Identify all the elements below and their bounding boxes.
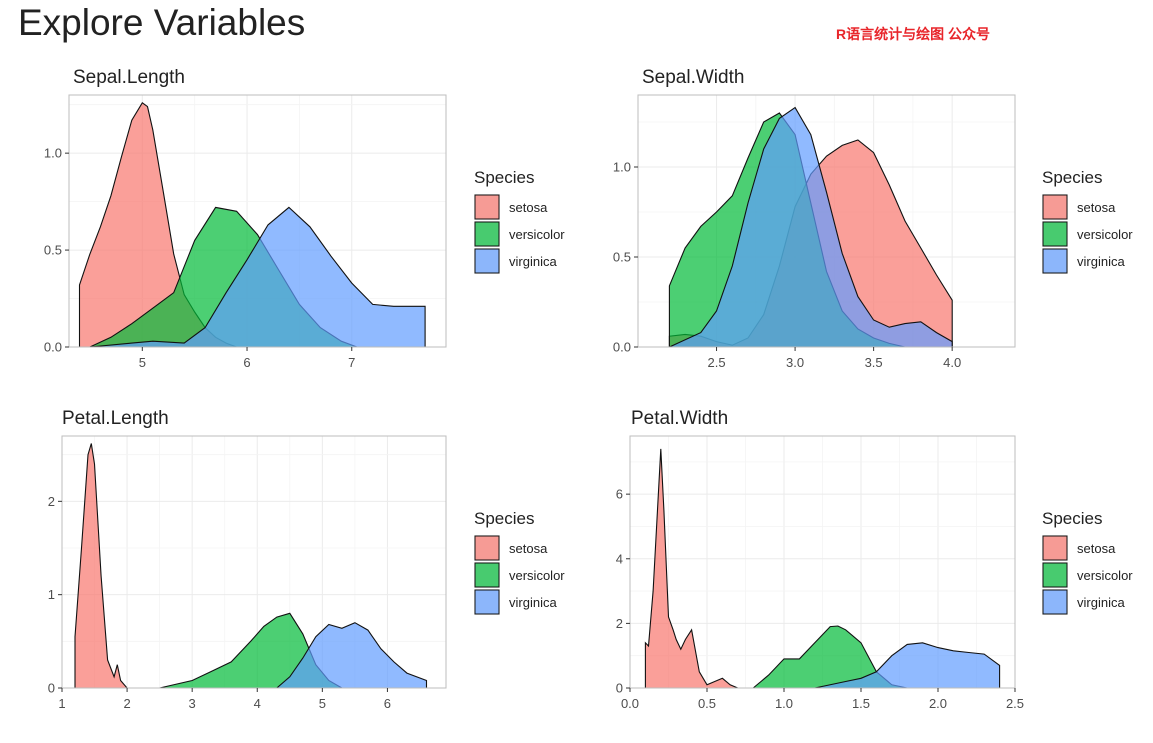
legend-label-setosa: setosa	[509, 200, 548, 215]
chart-panel-petal-width: Petal.Width 0.0 0.5 1.0 1.5 2.0 2.5 0 2 4 6 Species…	[616, 408, 1134, 711]
x-tick-label: 1	[58, 696, 65, 711]
x-tick-label: 4	[254, 696, 261, 711]
y-tick-label: 0.5	[613, 250, 631, 265]
chart-title: Sepal.Length	[73, 67, 185, 88]
y-tick-label: 4	[616, 551, 623, 566]
x-tick-label: 2.5	[1006, 696, 1024, 711]
legend-label-virginica: virginica	[1077, 254, 1125, 269]
density-area-virginica	[275, 622, 428, 689]
legend-swatch-versicolor	[1042, 562, 1068, 588]
legend-title: Species	[474, 509, 534, 528]
x-tick-label: 3.5	[865, 355, 883, 370]
x-tick-label: 1.5	[852, 696, 870, 711]
y-tick-label: 1.0	[613, 160, 631, 175]
legend-swatch-setosa	[474, 194, 500, 220]
legend-label-versicolor: versicolor	[1077, 227, 1133, 242]
panel-border	[637, 94, 1016, 348]
legend-swatch-setosa	[1042, 535, 1068, 561]
y-tick-label: 0	[616, 681, 623, 696]
legend-label-setosa: setosa	[1077, 541, 1116, 556]
chart-panel-sepal-length: Sepal.Length 5 6 7 0.0 0.5 1.0 Species setosa ver…	[44, 67, 565, 370]
legend-swatch-setosa	[1042, 194, 1068, 220]
legend-label-setosa: setosa	[1077, 200, 1116, 215]
panel-border	[61, 435, 447, 689]
y-tick-label: 2	[616, 616, 623, 631]
x-tick-label: 5	[139, 355, 146, 370]
page-title: Explore Variables	[18, 2, 306, 43]
panel-border	[629, 435, 1016, 689]
legend-swatch-virginica	[474, 589, 500, 615]
chart-title: Petal.Length	[62, 408, 169, 429]
legend-swatch-versicolor	[474, 221, 500, 247]
x-tick-label: 0.0	[621, 696, 639, 711]
x-tick-label: 2.0	[929, 696, 947, 711]
legend-swatch-versicolor	[1042, 221, 1068, 247]
chart-panel-sepal-width: Sepal.Width 2.5 3.0 3.5 4.0 0.0 0.5 1.0 Species s…	[613, 67, 1133, 370]
legend: Species setosa versicolor virginica	[1042, 509, 1133, 615]
legend-label-versicolor: versicolor	[1077, 568, 1133, 583]
x-tick-label: 1.0	[775, 696, 793, 711]
density-area-virginica	[814, 642, 1001, 689]
x-tick-label: 2	[123, 696, 130, 711]
x-tick-label: 7	[348, 355, 355, 370]
x-tick-label: 4.0	[943, 355, 961, 370]
x-tick-label: 2.5	[708, 355, 726, 370]
y-tick-label: 0	[48, 681, 55, 696]
legend: Species setosa versicolor virginica	[474, 168, 565, 274]
legend: Species setosa versicolor virginica	[474, 509, 565, 615]
watermark-text: R语言统计与绘图 公众号	[836, 26, 990, 42]
chart-title: Petal.Width	[631, 408, 728, 429]
x-tick-label: 3.0	[786, 355, 804, 370]
legend-label-versicolor: versicolor	[509, 568, 565, 583]
legend-swatch-virginica	[474, 248, 500, 274]
y-tick-label: 2	[48, 494, 55, 509]
x-tick-label: 6	[243, 355, 250, 370]
y-tick-label: 6	[616, 487, 623, 502]
legend-swatch-versicolor	[474, 562, 500, 588]
density-area-setosa	[74, 443, 129, 689]
y-tick-label: 0.0	[44, 340, 62, 355]
legend-label-virginica: virginica	[1077, 595, 1125, 610]
density-area-setosa	[644, 448, 739, 689]
y-tick-label: 1	[48, 587, 55, 602]
chart-title: Sepal.Width	[642, 67, 744, 88]
legend-swatch-virginica	[1042, 248, 1068, 274]
legend-label-versicolor: versicolor	[509, 227, 565, 242]
legend-label-setosa: setosa	[509, 541, 548, 556]
y-tick-label: 0.0	[613, 340, 631, 355]
x-tick-label: 3	[189, 696, 196, 711]
legend-title: Species	[1042, 168, 1102, 187]
density-area-virginica	[669, 106, 953, 348]
x-tick-label: 5	[319, 696, 326, 711]
panel-border	[68, 94, 447, 348]
legend-title: Species	[1042, 509, 1102, 528]
legend-label-virginica: virginica	[509, 595, 557, 610]
legend-swatch-setosa	[474, 535, 500, 561]
legend-title: Species	[474, 168, 534, 187]
legend-swatch-virginica	[1042, 589, 1068, 615]
legend-label-virginica: virginica	[509, 254, 557, 269]
x-tick-label: 6	[384, 696, 391, 711]
legend: Species setosa versicolor virginica	[1042, 168, 1133, 274]
density-area-virginica	[89, 206, 426, 348]
y-tick-label: 1.0	[44, 146, 62, 161]
x-tick-label: 0.5	[698, 696, 716, 711]
y-tick-label: 0.5	[44, 243, 62, 258]
